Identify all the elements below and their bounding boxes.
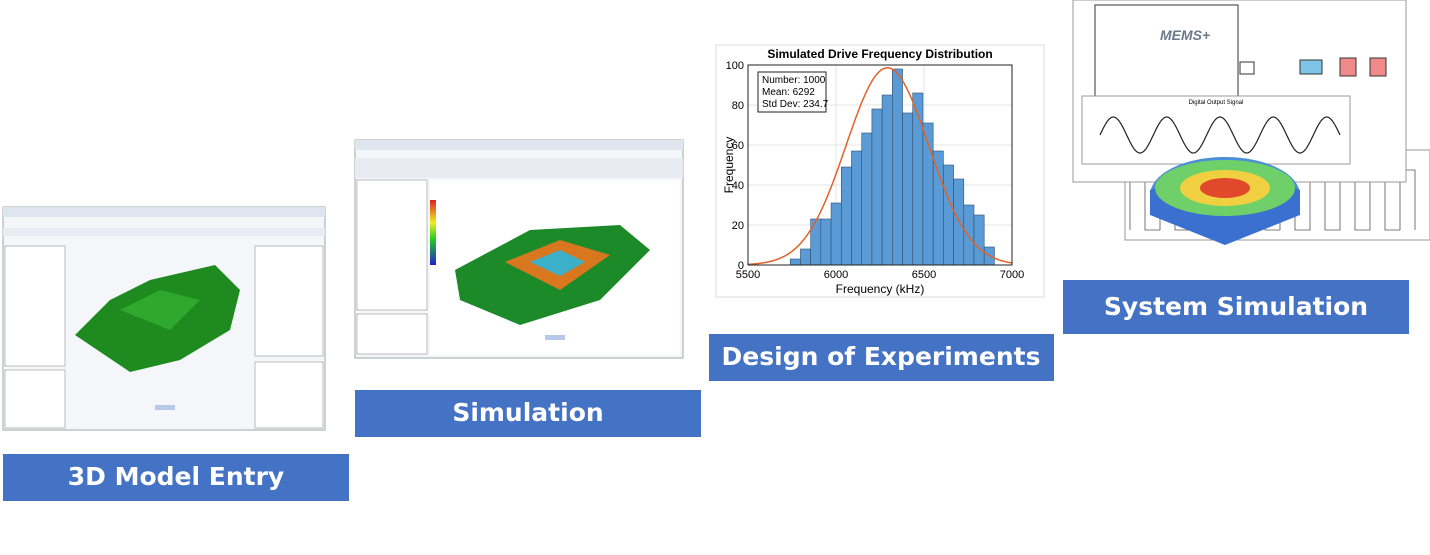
bar [871, 108, 883, 266]
bar [810, 218, 822, 266]
label-box [1063, 280, 1409, 334]
logo: MEMS+ [1160, 27, 1210, 43]
screenshot-model-entry [2, 206, 326, 431]
x-axis-label: Frequency (kHz) [836, 282, 925, 296]
bar [943, 164, 954, 266]
bar [820, 218, 832, 266]
x-tick-label: 5500 [736, 269, 760, 281]
chart-title: Simulated Drive Frequency Distribution [767, 47, 992, 61]
y-tick-label: 40 [732, 180, 744, 192]
panel-label: Simulation [452, 398, 603, 427]
panel-label: Design of Experiments [722, 342, 1041, 371]
label-box [3, 454, 349, 501]
panel-label: System Simulation [1104, 292, 1368, 321]
y-axis-label: Frequency [722, 137, 736, 194]
bar [861, 132, 873, 266]
bar [892, 68, 903, 266]
stats-text: Number: 1000 [762, 75, 826, 86]
bar [840, 166, 852, 266]
plot-title: Digital Output Signal [1189, 100, 1244, 106]
x-tick-label: 6500 [912, 269, 936, 281]
x-tick-label: 7000 [1000, 269, 1024, 281]
bar [973, 214, 985, 266]
bar [932, 150, 944, 266]
bar [881, 94, 893, 266]
y-tick-label: 80 [732, 100, 744, 112]
stats-box [757, 71, 827, 113]
bar [800, 248, 811, 266]
screenshot-system: MEMS+ Digital Output Signal [1072, 0, 1430, 245]
bar [963, 204, 975, 266]
bar [830, 202, 842, 266]
x-tick-label: 6000 [824, 269, 848, 281]
screenshot-simulation [354, 139, 684, 359]
bar [902, 112, 914, 266]
y-tick-label: 20 [732, 220, 744, 232]
bar [851, 150, 862, 266]
label-box [355, 390, 701, 437]
y-tick-label: 100 [726, 60, 744, 72]
plot-frame [747, 64, 1013, 266]
label-box [709, 334, 1054, 381]
panel-label: 3D Model Entry [68, 462, 284, 491]
bar [912, 92, 924, 266]
stats-text: Std Dev: 234.7 [762, 99, 829, 110]
stats-text: Mean: 6292 [762, 87, 815, 98]
y-tick-label: 0 [738, 260, 744, 272]
bar [789, 258, 801, 266]
screenshot-histogram: Simulated Drive Frequency Distribution 0 2… [715, 44, 1045, 298]
y-tick-label: 60 [732, 140, 744, 152]
fit-curve [748, 67, 1013, 266]
